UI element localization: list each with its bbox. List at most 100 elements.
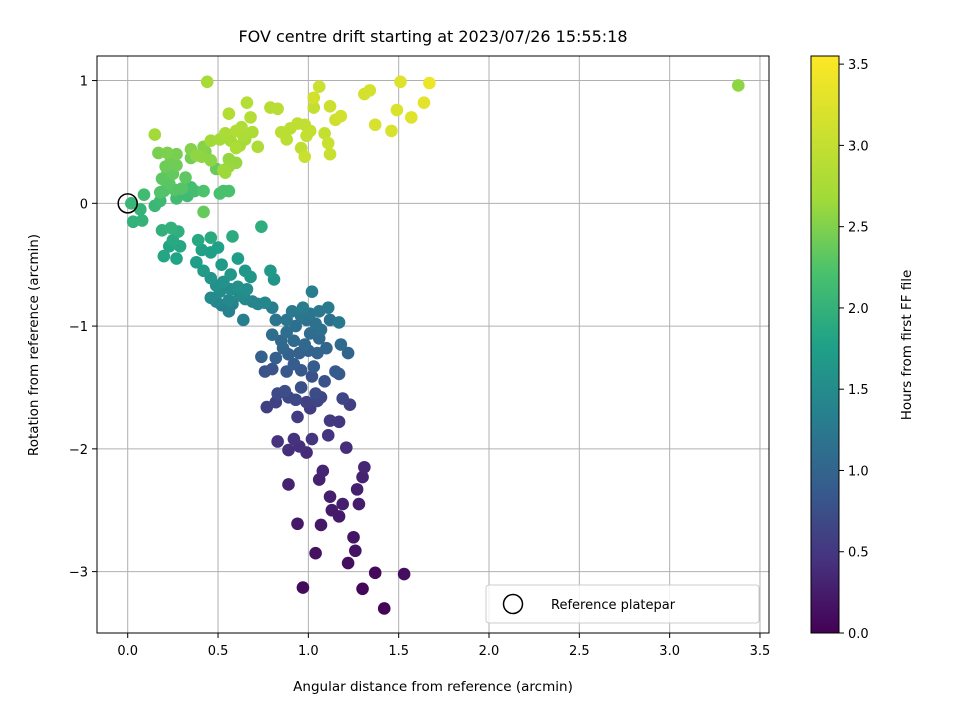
data-point (238, 264, 252, 278)
data-point (224, 268, 237, 281)
data-point (287, 357, 301, 371)
legend-box (485, 584, 760, 624)
data-point (229, 141, 243, 155)
data-point (394, 75, 407, 89)
x-tick-label: 3.0 (659, 644, 680, 659)
data-point (153, 185, 167, 199)
data-point (269, 313, 283, 327)
y-tick-label: 1 (80, 75, 88, 90)
colorbar-tick-label: 3.5 (848, 58, 869, 73)
data-point (218, 127, 232, 140)
colorbar-tick-label: 2.5 (848, 221, 869, 236)
data-point (240, 96, 254, 109)
data-point (287, 334, 301, 348)
data-point (161, 146, 174, 160)
data-point (347, 530, 360, 544)
data-point (204, 291, 218, 305)
data-point (368, 118, 382, 132)
data-point (294, 381, 308, 394)
data-point (323, 490, 337, 504)
data-point (148, 128, 162, 141)
data-point (157, 249, 171, 263)
data-point (231, 252, 245, 265)
data-point (309, 546, 322, 560)
data-point (356, 582, 369, 596)
data-point (352, 497, 366, 511)
y-tick-label: −3 (69, 566, 88, 581)
data-point (255, 220, 268, 233)
x-axis-label: Angular distance from reference (arcmin) (293, 679, 573, 695)
data-point (135, 214, 149, 227)
data-point (289, 319, 303, 333)
data-point (417, 96, 431, 109)
data-point (204, 231, 218, 244)
x-tick-label: 0.5 (208, 644, 229, 659)
colorbar-tick-label: 1.0 (848, 464, 869, 479)
data-point (334, 109, 348, 123)
data-point (377, 602, 391, 615)
data-point (423, 76, 436, 90)
data-point (350, 483, 364, 496)
data-point (291, 410, 304, 424)
data-point (197, 264, 210, 278)
colorbar-label: Hours from first FF file (899, 270, 915, 421)
data-point (305, 432, 319, 446)
data-point (282, 478, 295, 491)
y-tick-label: −1 (69, 320, 88, 335)
data-points (117, 75, 745, 615)
chart-title: FOV centre drift starting at 2023/07/26 … (238, 27, 627, 46)
data-point (289, 393, 303, 407)
reference-platepar-marker (117, 193, 138, 214)
data-point (251, 140, 265, 154)
data-point (318, 375, 331, 388)
y-tick-label: 0 (80, 197, 88, 212)
data-point (269, 351, 283, 365)
data-point (341, 346, 355, 360)
data-point (287, 432, 301, 446)
colorbar-tick-label: 3.0 (848, 139, 869, 154)
data-point (316, 464, 330, 478)
x-tick-label: 2.5 (569, 644, 590, 659)
data-point (244, 111, 257, 124)
data-point (231, 280, 245, 294)
colorbar: 0.0 0.5 1.0 1.5 2.0 2.5 3.0 3.5 Hours from firs… (810, 55, 915, 642)
data-point (336, 497, 349, 511)
legend: Reference platepar (485, 584, 760, 624)
grid (97, 56, 769, 633)
data-point (152, 146, 165, 160)
data-point (255, 350, 268, 364)
data-point (332, 367, 346, 381)
data-point (323, 147, 337, 161)
data-point (222, 184, 236, 198)
data-point (164, 221, 178, 235)
data-point (385, 124, 398, 138)
data-point (265, 328, 279, 341)
data-point (195, 243, 209, 257)
x-tick-label: 0.0 (117, 644, 138, 659)
data-point (218, 166, 232, 179)
data-point (303, 124, 317, 138)
x-axis-ticks: 0.0 0.5 1.0 1.5 2.0 2.5 3.0 3.5 (117, 633, 770, 659)
data-point (291, 517, 304, 531)
data-point (265, 362, 279, 376)
data-point (226, 230, 239, 243)
x-tick-label: 3.5 (750, 644, 771, 659)
data-point (349, 544, 362, 558)
data-point (321, 301, 335, 314)
data-point (339, 441, 353, 454)
data-point (296, 301, 310, 314)
data-point (258, 296, 272, 310)
data-point (731, 79, 745, 92)
data-point (197, 184, 210, 198)
data-point (200, 75, 214, 89)
legend-marker-reference (502, 593, 524, 615)
colorbar-gradient (810, 55, 840, 634)
data-point (298, 338, 312, 351)
data-point (278, 384, 292, 398)
data-point (307, 360, 321, 373)
data-point (325, 503, 339, 517)
data-point (321, 429, 335, 442)
y-axis-label: Rotation from reference (arcmin) (26, 234, 42, 456)
data-point (305, 285, 319, 299)
